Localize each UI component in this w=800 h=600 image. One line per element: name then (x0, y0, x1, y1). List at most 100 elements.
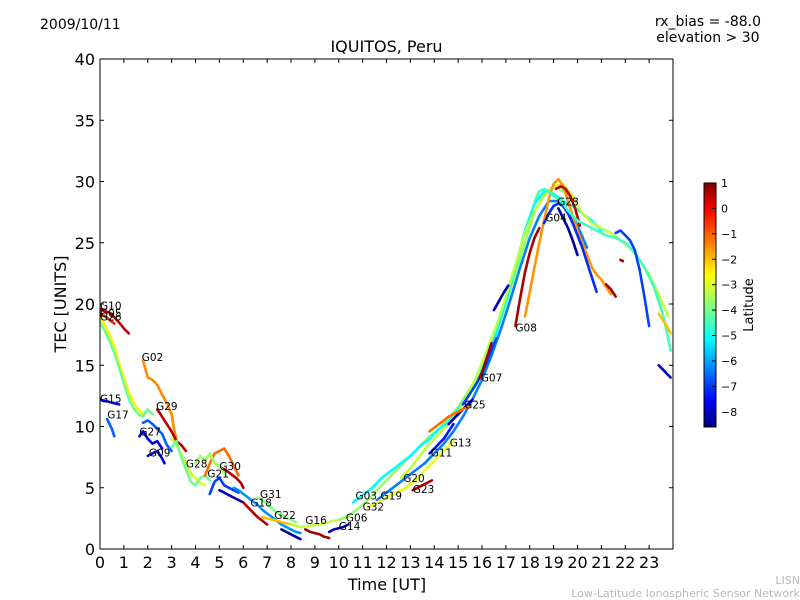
x-tick-label: 23 (639, 553, 659, 572)
series-line-27 (351, 190, 603, 504)
series-line-32 (428, 422, 455, 455)
series-line-42 (554, 185, 582, 227)
series-line-31 (411, 479, 434, 492)
series-line-18 (256, 496, 298, 524)
series-line-36 (478, 341, 493, 381)
series-line-4 (100, 398, 121, 406)
satellite-label: G14 (339, 521, 361, 533)
colorbar-tick-label: −1 (721, 228, 737, 241)
colorbar-gradient (703, 182, 717, 428)
series-line-22 (242, 501, 269, 526)
x-axis: 0 1 2 3 4 5 6 7 8 9 10 11 12 13 14 15 16 17 18 19 20 21 22 23 (95, 59, 659, 572)
series-line-2 (100, 307, 130, 335)
satellite-label: G23 (413, 484, 435, 496)
satellite-label: G27 (139, 427, 161, 439)
x-tick-label: 14 (424, 553, 444, 572)
series-line-37 (492, 284, 510, 312)
x-tick-label: 16 (472, 553, 492, 572)
satellite-label: G08 (515, 323, 537, 335)
series-line-47 (657, 363, 672, 379)
x-tick-label: 3 (167, 553, 177, 572)
satellite-label: G04 (545, 212, 567, 224)
satellite-label: G02 (142, 352, 164, 364)
series-line-40 (542, 202, 598, 294)
series-line-44 (614, 229, 651, 328)
series-line-8 (138, 430, 164, 450)
series-line-38 (514, 226, 541, 328)
x-tick-label: 21 (591, 553, 611, 572)
satellite-label-layer: G10G05G26G02G15G17G29G27G09G28G21G30G31G… (100, 196, 579, 533)
x-tick-label: 10 (329, 553, 349, 572)
series-line-5 (105, 417, 116, 438)
series-line-12 (170, 439, 212, 487)
satellite-label: G15 (100, 394, 122, 406)
x-tick-label: 22 (615, 553, 635, 572)
series-line-1 (100, 321, 154, 419)
series-line-6 (141, 359, 178, 441)
y-tick-label: 15 (75, 356, 95, 375)
satellite-label: G05 (100, 308, 122, 320)
y-tick-label: 5 (85, 479, 95, 498)
series-line-14 (220, 466, 245, 490)
x-tick-label: 15 (448, 553, 468, 572)
x-tick-label: 11 (352, 553, 372, 572)
series-line-7 (156, 408, 188, 453)
x-tick-label: 8 (286, 553, 296, 572)
y-axis-label: TEC [UNITS] (51, 256, 70, 354)
colorbar-tick-label: −2 (721, 253, 737, 266)
colorbar-tick-label: −5 (721, 330, 737, 343)
satellite-label: G21 (207, 468, 229, 480)
colorbar-tick-label: −6 (721, 355, 737, 368)
series-line-15 (194, 452, 226, 475)
series-line-48 (657, 312, 672, 335)
satellite-label: G22 (274, 510, 296, 522)
colorbar: 1 0 −1 −2 −3 −4 −5 −6 −7 −8 Latitude (703, 177, 757, 428)
credit-long: Low-Latitude Ionospheric Sensor Network (571, 587, 800, 600)
x-tick-label: 13 (400, 553, 420, 572)
satellite-label: G10 (100, 300, 122, 312)
satellite-label: G11 (431, 447, 453, 459)
series-line-29 (366, 439, 455, 509)
series-line-24 (303, 528, 331, 540)
satellite-label: G07 (481, 373, 503, 385)
x-tick-label: 7 (262, 553, 272, 572)
x-tick-label: 12 (376, 553, 396, 572)
series-line-13 (203, 447, 240, 477)
series-line-3 (100, 312, 116, 325)
series-line-10 (146, 449, 166, 465)
y-tick-label: 20 (75, 295, 95, 314)
x-tick-label: 9 (310, 553, 320, 572)
series-layer (100, 177, 672, 541)
x-tick-label: 4 (190, 553, 200, 572)
satellite-label: G32 (363, 501, 385, 513)
elevation-label: elevation > 30 (656, 30, 760, 46)
colorbar-tick-label: −7 (721, 380, 737, 393)
series-line-39 (523, 177, 613, 318)
chart-meta: rx_bias = -88.0 elevation > 30 (655, 14, 761, 46)
satellite-label: G28 (186, 459, 208, 471)
colorbar-tick-label: −8 (721, 406, 737, 419)
satellite-label: G06 (346, 512, 368, 524)
x-tick-label: 5 (214, 553, 224, 572)
series-line-9 (141, 419, 173, 453)
satellite-label: G28 (557, 196, 579, 208)
satellite-label: G31 (260, 489, 282, 501)
series-line-43 (533, 187, 672, 352)
satellite-label: G16 (305, 515, 327, 527)
x-tick-label: 1 (119, 553, 129, 572)
satellite-label: G17 (107, 410, 129, 422)
series-line-45 (604, 283, 618, 298)
series-line-41 (557, 207, 579, 257)
series-line-17 (218, 488, 245, 504)
colorbar-label: Latitude (742, 278, 757, 332)
date-label: 2009/10/11 (40, 17, 121, 33)
credit: LISN Low-Latitude Ionospheric Sensor Net… (571, 574, 800, 600)
satellite-label: G25 (464, 400, 486, 412)
y-axis: 0 5 10 15 20 25 30 35 40 (75, 50, 673, 559)
y-tick-label: 40 (75, 50, 95, 69)
satellite-label: G09 (149, 447, 171, 459)
x-tick-label: 6 (238, 553, 248, 572)
x-tick-label: 17 (496, 553, 516, 572)
x-tick-label: 2 (143, 553, 153, 572)
